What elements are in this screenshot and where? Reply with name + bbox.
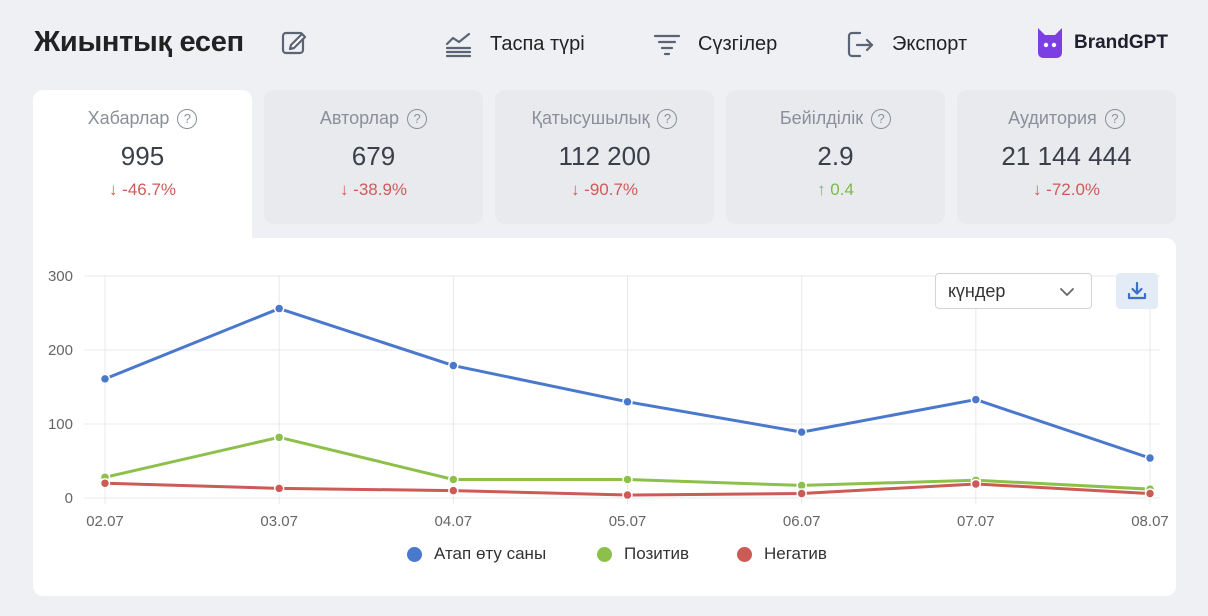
kpi-value: 2.9 [817,141,854,171]
export-button[interactable]: Экспорт [846,28,967,60]
edit-icon[interactable] [280,28,310,58]
y-tick-label: 0 [65,490,73,507]
kpi-delta: ↓ -38.9% [339,180,408,199]
data-point [99,477,111,489]
period-select-value: күндер [948,280,1006,301]
brandgpt-button[interactable]: BrandGPT [1036,26,1168,60]
legend-item-positive[interactable]: Позитив [597,544,689,564]
help-icon[interactable]: ? [871,108,892,129]
export-label: Экспорт [892,32,968,55]
data-point [448,474,459,485]
page-title: Жиынтық есеп [34,26,244,58]
kpi-card-engagement[interactable]: Қатысушылық? 112 200 ↓ -90.7% [495,90,714,224]
kpi-label: Қатысушылық [531,108,650,128]
filter-icon [653,34,681,56]
legend-dot [597,546,612,562]
data-point [970,478,982,490]
filters-label: Сүзгілер [698,32,778,55]
download-icon [1127,281,1147,300]
kpi-card-sentiment[interactable]: Бейілділік? 2.9 ↑ 0.4 [726,90,945,224]
legend-item-negative[interactable]: Негатив [737,544,827,564]
kpi-delta: ↓ -46.7% [108,180,177,199]
legend-label: Позитив [624,544,690,563]
export-icon [847,31,874,58]
help-icon[interactable]: ? [1104,108,1125,129]
x-tick-label: 05.07 [609,513,647,530]
help-icon[interactable]: ? [407,108,428,129]
kpi-value: 995 [120,141,165,171]
help-icon[interactable]: ? [657,108,678,129]
kpi-delta: ↓ -72.0% [1032,180,1101,199]
data-point [1144,488,1156,499]
x-tick-label: 03.07 [260,513,298,530]
kpi-card-audience[interactable]: Аудитория? 21 144 444 ↓ -72.0% [957,90,1176,224]
data-point [273,432,285,443]
period-select[interactable]: күндер [935,273,1092,309]
data-point [273,483,285,494]
feed-type-button[interactable]: Таспа түрі [444,28,585,60]
x-tick-label: 08.07 [1131,513,1169,530]
x-tick-label: 06.07 [783,513,821,530]
chevron-down-icon [1060,288,1074,296]
kpi-label: Хабарлар [87,108,170,128]
legend-dot [407,546,422,562]
kpi-delta: ↓ -90.7% [570,180,639,199]
kpi-label: Бейілділік [779,108,864,128]
data-point [622,474,633,485]
data-point [970,394,982,405]
kpi-label: Аудитория [1008,108,1097,128]
data-point [1144,452,1156,464]
feed-type-label: Таспа түрі [490,32,585,55]
data-point [796,488,807,499]
x-tick-label: 04.07 [435,513,473,530]
legend-label: Атап өту саны [434,544,547,563]
kpi-value: 21 144 444 [1001,141,1132,171]
x-tick-label: 02.07 [86,513,124,530]
feed-chart-icon [445,32,472,58]
kpi-card-messages[interactable]: Хабарлар? 995 ↓ -46.7% [33,90,252,240]
y-tick-label: 100 [48,416,73,433]
download-chart-button[interactable] [1116,273,1158,309]
legend-label: Негатив [764,544,827,563]
data-point [273,303,285,314]
filters-button[interactable]: Сүзгілер [652,28,777,60]
brandgpt-label: BrandGPT [1074,32,1168,53]
header: Жиынтық есеп Таспа түрі Сүзгілер [0,0,1208,90]
help-icon[interactable]: ? [177,108,198,129]
data-point [448,360,459,371]
kpi-value: 679 [351,141,396,171]
legend-dot [737,546,752,562]
y-tick-label: 300 [48,268,73,285]
legend-item-mentions[interactable]: Атап өту саны [407,544,546,564]
data-point [796,426,807,438]
kpi-label: Авторлар [319,108,400,128]
y-tick-label: 200 [48,342,73,359]
data-point [448,485,459,496]
data-point [99,373,111,385]
x-tick-label: 07.07 [957,513,995,530]
kpi-value: 112 200 [558,141,651,171]
brandgpt-cat-icon [1038,28,1062,58]
kpi-delta: ↑ 0.4 [817,180,854,199]
data-point [622,489,633,501]
data-point [622,396,633,408]
kpi-card-authors[interactable]: Авторлар? 679 ↓ -38.9% [264,90,483,224]
